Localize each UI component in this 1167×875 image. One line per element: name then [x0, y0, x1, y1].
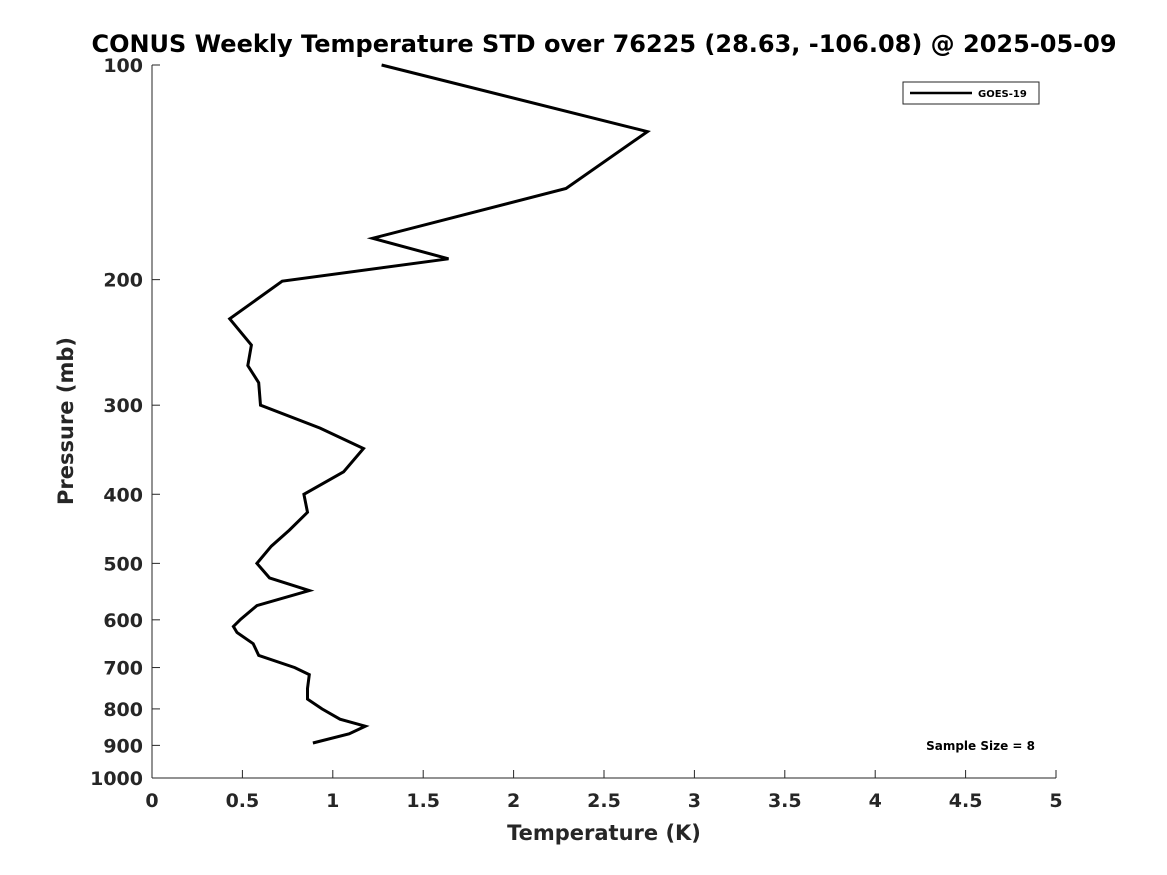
- x-tick-label: 4.5: [949, 790, 983, 812]
- x-tick-label: 0: [145, 790, 158, 812]
- x-tick-label: 2: [507, 790, 520, 812]
- y-tick-label: 900: [103, 735, 143, 757]
- chart-title: CONUS Weekly Temperature STD over 76225 …: [91, 30, 1116, 58]
- y-tick-label: 300: [103, 395, 143, 417]
- plot-area: [151, 65, 1056, 779]
- y-tick-label: 800: [103, 699, 143, 721]
- y-axis-ticks: 100 200 300 400 500 600 700 800 900 1000: [90, 55, 160, 790]
- x-tick-label: 2.5: [587, 790, 621, 812]
- series-layer: [227, 63, 651, 745]
- y-tick-label: 500: [103, 553, 143, 575]
- legend-label-goes-19: GOES-19: [978, 89, 1027, 100]
- x-tick-label: 3.5: [768, 790, 802, 812]
- y-tick-label: 700: [103, 658, 143, 680]
- x-tick-label: 3: [688, 790, 701, 812]
- y-tick-label: 1000: [90, 768, 143, 790]
- y-tick-label: 400: [103, 484, 143, 506]
- x-tick-label: 5: [1049, 790, 1062, 812]
- series-line-goes-19: [227, 63, 651, 745]
- y-axis-label: Pressure (mb): [54, 337, 78, 505]
- y-tick-label: 100: [103, 55, 143, 77]
- x-tick-label: 1: [326, 790, 339, 812]
- x-axis-label: Temperature (K): [507, 821, 701, 845]
- x-tick-label: 1.5: [406, 790, 440, 812]
- sample-size-annotation: Sample Size = 8: [926, 739, 1035, 753]
- x-tick-label: 0.5: [226, 790, 260, 812]
- x-tick-label: 4: [869, 790, 882, 812]
- y-tick-label: 200: [103, 270, 143, 292]
- legend: GOES-19: [902, 81, 1040, 105]
- x-axis-ticks: 0 0.5 1 1.5 2 2.5 3 3.5 4 4.5 5: [145, 770, 1063, 812]
- y-tick-label: 600: [103, 610, 143, 632]
